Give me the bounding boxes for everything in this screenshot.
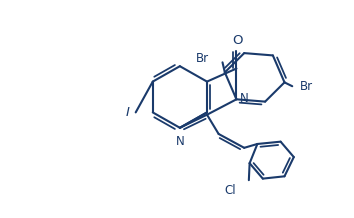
Text: O: O	[232, 34, 242, 47]
Text: N: N	[240, 92, 249, 105]
Text: Br: Br	[195, 52, 209, 65]
Text: Br: Br	[300, 80, 313, 93]
Text: I: I	[126, 106, 130, 119]
Text: N: N	[176, 135, 184, 148]
Text: Cl: Cl	[225, 184, 236, 197]
